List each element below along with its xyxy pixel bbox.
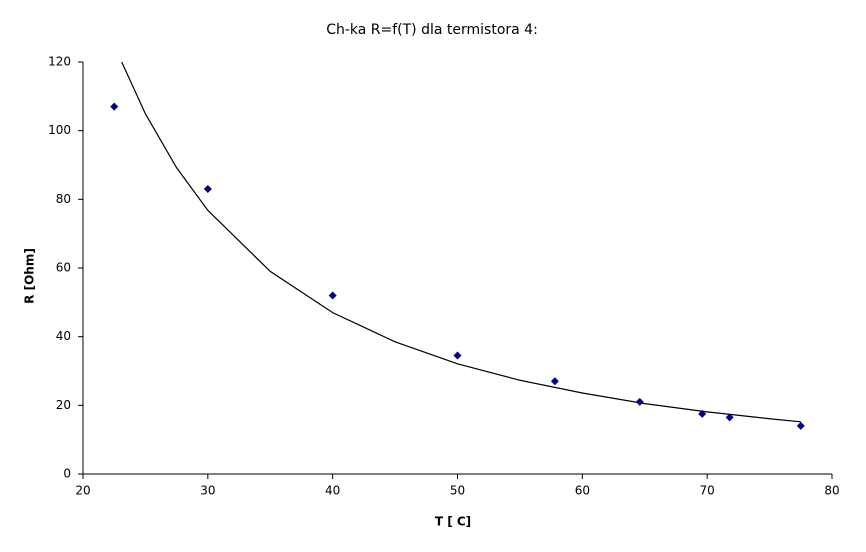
data-point (725, 413, 734, 422)
y-tick-label: 40 (56, 329, 71, 343)
data-point (550, 377, 559, 386)
x-tick-label: 70 (700, 484, 715, 498)
x-tick-label: 30 (200, 484, 215, 498)
data-point (698, 409, 707, 418)
chart-title: Ch-ka R=f(T) dla termistora 4: (326, 22, 538, 38)
data-point (328, 291, 337, 300)
y-tick-label: 120 (48, 55, 71, 69)
data-point (110, 102, 119, 111)
y-tick-label: 60 (56, 261, 71, 275)
y-tick-label: 100 (48, 123, 71, 137)
y-axis-label: R [Ohm] (23, 248, 37, 304)
data-point (203, 185, 212, 194)
x-axis-label: T [ C] (435, 515, 471, 529)
x-tick-label: 50 (450, 484, 465, 498)
y-tick-label: 80 (56, 192, 71, 206)
x-tick-label: 20 (75, 484, 90, 498)
x-tick-label: 60 (575, 484, 590, 498)
x-tick-label: 40 (325, 484, 340, 498)
data-point (453, 351, 462, 360)
data-point (635, 397, 644, 406)
y-tick-label: 0 (63, 467, 71, 481)
data-point (796, 421, 805, 430)
trendline (121, 61, 801, 423)
x-tick-label: 80 (824, 484, 839, 498)
y-tick-label: 20 (56, 398, 71, 412)
